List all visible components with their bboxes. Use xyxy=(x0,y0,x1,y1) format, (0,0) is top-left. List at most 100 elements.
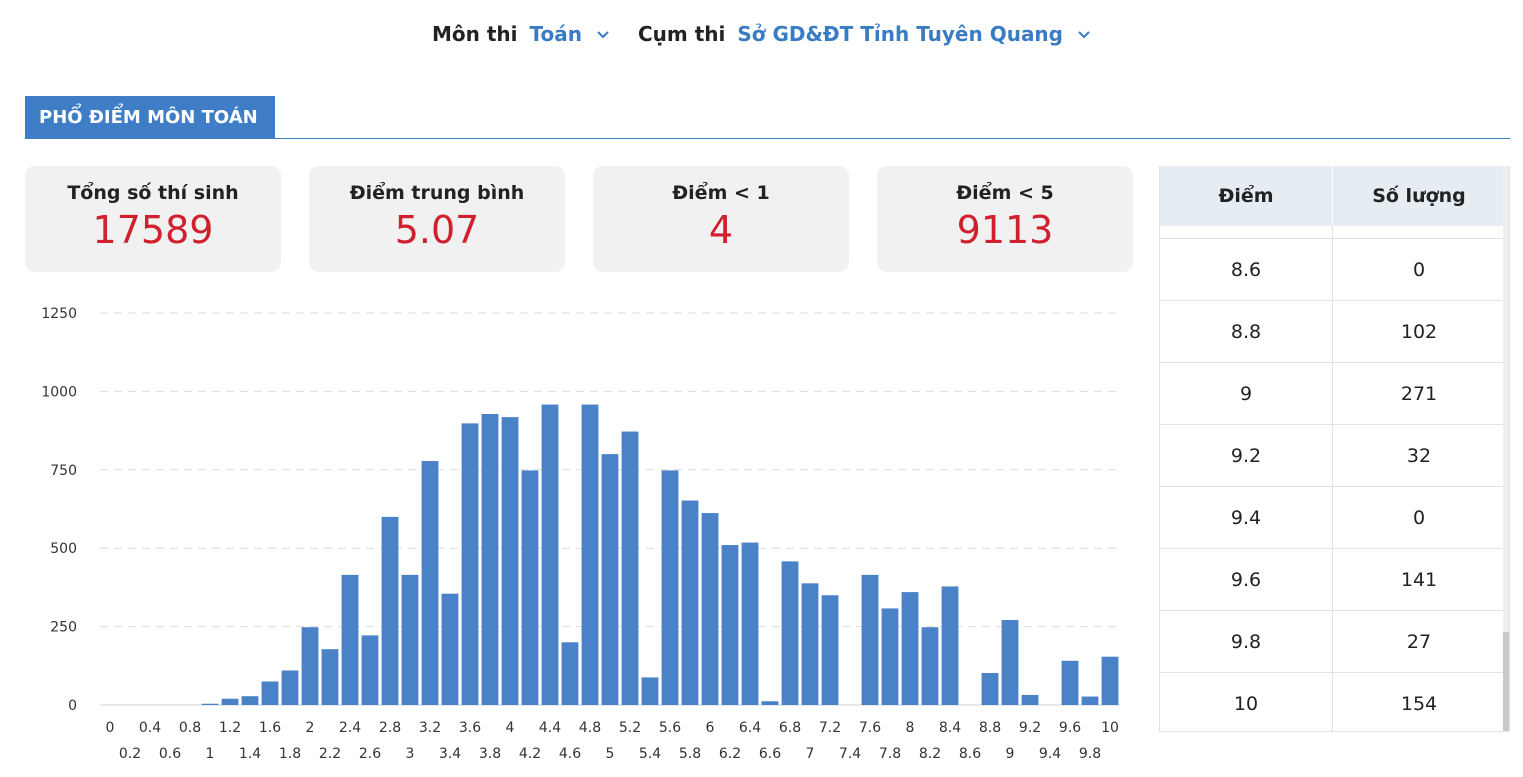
column-header-score: Điểm xyxy=(1160,166,1333,226)
x-tick-label: 9.8 xyxy=(1079,746,1101,762)
table-row: 9.2 32 xyxy=(1160,425,1509,487)
bar xyxy=(301,627,319,705)
table-body: 8.6 0 8.8 102 9 271 9.2 32 9.4 0 9.6 141 9.8 27 10 154 xyxy=(1160,239,1509,731)
x-tick-label: 4 xyxy=(506,720,515,736)
bar xyxy=(801,583,819,705)
filter-bar: Môn thi Toán Cụm thi Sở GD&ĐT Tỉnh Tuyên… xyxy=(0,18,1523,50)
y-tick-label: 1250 xyxy=(41,306,77,322)
x-tick-label: 9.2 xyxy=(1019,720,1041,736)
x-tick-label: 5 xyxy=(606,746,615,762)
score-cell: 9.8 xyxy=(1160,611,1333,672)
section-title: PHỔ ĐIỂM MÔN TOÁN xyxy=(25,96,275,138)
bar xyxy=(401,574,419,705)
table-header: Điểm Số lượng xyxy=(1160,166,1509,226)
score-cell: 9 xyxy=(1160,363,1333,424)
x-tick-label: 3.8 xyxy=(479,746,501,762)
x-tick-label: 7.4 xyxy=(839,746,861,762)
stat-card-total: Tổng số thí sinh 17589 xyxy=(25,166,281,272)
x-tick-label: 3.6 xyxy=(459,720,481,736)
bar xyxy=(1101,656,1119,705)
bar xyxy=(701,513,719,705)
bar xyxy=(381,516,399,705)
score-cell: 10 xyxy=(1160,673,1333,731)
count-cell: 32 xyxy=(1406,444,1432,467)
bar xyxy=(901,592,919,705)
x-tick-label: 6.8 xyxy=(779,720,801,736)
y-tick-label: 250 xyxy=(50,620,77,636)
bar xyxy=(941,586,959,705)
bar xyxy=(501,417,519,705)
bar xyxy=(1081,696,1099,705)
bar xyxy=(341,574,359,705)
x-tick-label: 4.2 xyxy=(519,746,541,762)
table-row: 9.6 141 xyxy=(1160,549,1509,611)
x-tick-label: 2 xyxy=(306,720,315,736)
bar xyxy=(1001,620,1019,705)
x-tick-label: 5.8 xyxy=(679,746,701,762)
bar xyxy=(261,681,279,705)
table-row: 8.6 0 xyxy=(1160,239,1509,301)
bar xyxy=(241,696,259,705)
x-tick-label: 1.2 xyxy=(219,720,241,736)
cluster-filter[interactable]: Cụm thi Sở GD&ĐT Tỉnh Tuyên Quang xyxy=(638,22,1091,46)
stat-card-below-1: Điểm < 1 4 xyxy=(593,166,849,272)
stat-value: 9113 xyxy=(956,208,1054,252)
x-tick-label: 8.8 xyxy=(979,720,1001,736)
cluster-label: Cụm thi xyxy=(637,22,726,46)
x-tick-label: 1.8 xyxy=(279,746,301,762)
x-tick-label: 0.2 xyxy=(119,746,141,762)
bar xyxy=(621,431,639,705)
bar xyxy=(461,423,479,705)
scroll-thumb[interactable] xyxy=(1503,632,1509,731)
stat-label: Điểm trung bình xyxy=(349,182,525,204)
table-row: 9.8 27 xyxy=(1160,611,1509,673)
table-scrollbar[interactable] xyxy=(1503,166,1509,731)
x-tick-label: 9.4 xyxy=(1039,746,1061,762)
x-tick-label: 8 xyxy=(906,720,915,736)
x-tick-label: 2.8 xyxy=(379,720,401,736)
bar xyxy=(521,470,539,705)
stat-card-average: Điểm trung bình 5.07 xyxy=(309,166,565,272)
count-cell: 154 xyxy=(1400,692,1438,715)
x-tick-label: 4.8 xyxy=(579,720,601,736)
x-tick-label: 1.4 xyxy=(239,746,261,762)
bar xyxy=(1061,660,1079,705)
subject-select[interactable]: Toán xyxy=(529,22,582,46)
x-tick-label: 8.6 xyxy=(959,746,981,762)
y-tick-label: 1000 xyxy=(41,384,77,400)
score-cell: 9.6 xyxy=(1160,549,1333,610)
count-cell: 0 xyxy=(1412,506,1426,529)
x-tick-label: 7.2 xyxy=(819,720,841,736)
table-row: 9.4 0 xyxy=(1160,487,1509,549)
bar xyxy=(201,703,219,705)
bar xyxy=(221,698,239,705)
chevron-down-icon[interactable] xyxy=(596,27,610,41)
x-tick-label: 3.4 xyxy=(439,746,461,762)
score-cell: 8.8 xyxy=(1160,301,1333,362)
bar xyxy=(541,404,559,705)
stat-label: Điểm < 5 xyxy=(956,182,1054,204)
stat-value: 5.07 xyxy=(394,208,480,252)
x-tick-label: 6.2 xyxy=(719,746,741,762)
x-tick-label: 3 xyxy=(406,746,415,762)
bar xyxy=(601,454,619,705)
bar xyxy=(561,642,579,705)
x-tick-label: 6.6 xyxy=(759,746,781,762)
table-row: 8.8 102 xyxy=(1160,301,1509,363)
subject-filter[interactable]: Môn thi Toán xyxy=(432,22,610,46)
bar xyxy=(861,574,879,705)
x-tick-label: 3.2 xyxy=(419,720,441,736)
cluster-select[interactable]: Sở GD&ĐT Tỉnh Tuyên Quang xyxy=(737,22,1063,46)
x-tick-label: 1.6 xyxy=(259,720,281,736)
score-table: Điểm Số lượng 8.6 0 8.8 102 9 271 9.2 32 9.4 0 9.6… xyxy=(1159,166,1510,732)
x-tick-label: 7 xyxy=(806,746,815,762)
x-tick-label: 7.8 xyxy=(879,746,901,762)
bar xyxy=(1021,694,1039,705)
section-header: PHỔ ĐIỂM MÔN TOÁN xyxy=(25,96,1510,139)
chevron-down-icon[interactable] xyxy=(1077,27,1091,41)
table-row: 10 154 xyxy=(1160,673,1509,731)
count-cell: 141 xyxy=(1400,568,1438,591)
score-cell: 9.2 xyxy=(1160,425,1333,486)
bar xyxy=(421,461,439,705)
bar xyxy=(441,593,459,705)
